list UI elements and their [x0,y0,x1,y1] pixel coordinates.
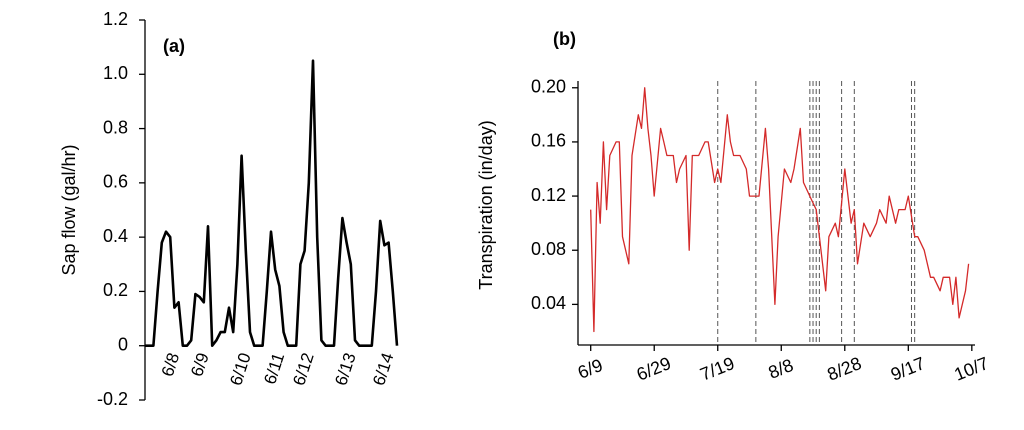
x-tick-label: 7/19 [697,353,737,385]
panel-label: (a) [163,36,185,56]
x-tick-label: 6/9 [187,350,212,378]
y-tick-label: 0.6 [103,172,128,192]
y-tick-label: 0.12 [531,185,566,205]
y-tick-label: 1.2 [103,9,128,29]
x-tick-label: 6/29 [634,353,674,385]
data-line [145,59,399,347]
x-tick-label: 6/11 [260,350,288,386]
x-tick-label: 10/7 [951,353,991,385]
y-tick-label: 0.8 [103,117,128,137]
y-tick-label: 0.08 [531,239,566,259]
x-tick-label: 6/10 [226,350,254,387]
y-axis-label: Transpiration (in/day) [476,120,496,289]
y-tick-label: 0.2 [103,280,128,300]
x-tick-label: 6/13 [331,350,359,387]
y-tick-label: -0.2 [97,389,128,409]
x-tick-label: 8/28 [824,353,864,385]
y-tick-label: 0 [118,334,128,354]
y-axis-label: Sap flow (gal/hr) [59,144,79,275]
panel-label: (b) [553,29,576,49]
y-tick-label: 1.0 [103,63,128,83]
x-tick-label: 6/8 [158,350,183,378]
x-tick-label: 6/12 [289,350,317,387]
y-tick-label: 0.4 [103,226,128,246]
x-tick-label: 9/17 [888,353,928,385]
data-line [590,87,970,333]
y-tick-label: 0.20 [531,77,566,97]
x-tick-label: 6/9 [575,355,606,383]
x-tick-label: 8/8 [765,355,796,383]
y-tick-label: 0.04 [531,293,566,313]
x-tick-label: 6/14 [369,350,397,387]
y-tick-label: 0.16 [531,131,566,151]
